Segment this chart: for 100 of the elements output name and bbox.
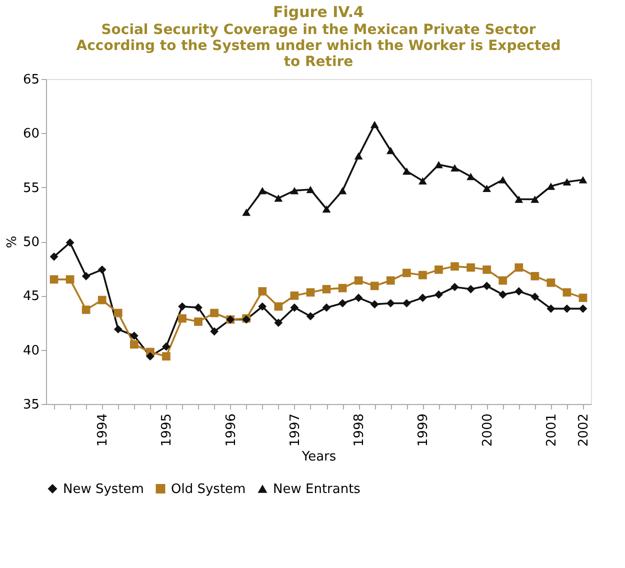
point — [50, 252, 58, 261]
point — [242, 208, 251, 216]
point — [450, 164, 459, 172]
point — [66, 238, 74, 247]
x-tick-label: 2001 — [544, 414, 560, 447]
point — [322, 303, 331, 312]
x-tick-label: 1994 — [96, 414, 111, 447]
point — [546, 278, 556, 287]
chart-subtitle: Social Security Coverage in the Mexican Private Sector According to the System under which the Worker is Expected to Retire — [76, 22, 561, 70]
point — [178, 302, 186, 311]
y-tick-label: 55 — [22, 180, 40, 196]
point — [114, 308, 122, 318]
point — [418, 294, 427, 302]
point — [194, 303, 202, 312]
point — [514, 263, 524, 272]
legend-label: New System — [63, 482, 144, 497]
point — [578, 176, 588, 184]
x-tick-label: 1997 — [288, 414, 303, 447]
x-tick-label: 1995 — [160, 414, 175, 447]
point — [450, 282, 459, 292]
chart-title: Figure IV.4 — [273, 3, 364, 21]
point — [578, 294, 588, 302]
x-tick-label: 1998 — [352, 414, 368, 447]
point — [482, 265, 491, 274]
point — [306, 186, 315, 194]
point — [402, 167, 411, 175]
point — [546, 304, 556, 313]
point — [338, 299, 347, 308]
point — [562, 178, 572, 186]
point — [354, 294, 363, 302]
x-tick-label: 1999 — [416, 414, 432, 447]
legend-label: Old System — [171, 482, 246, 497]
point — [498, 276, 508, 285]
x-tick-label: 2000 — [480, 414, 496, 447]
point — [114, 325, 122, 334]
point — [498, 290, 508, 299]
y-tick-label: 50 — [22, 235, 40, 250]
point — [434, 265, 443, 274]
point — [210, 327, 218, 336]
y-tick-label: 60 — [22, 126, 40, 142]
point — [466, 284, 475, 294]
point — [210, 308, 218, 318]
point — [178, 314, 186, 323]
point — [130, 340, 138, 349]
point — [258, 186, 267, 194]
point — [562, 288, 572, 297]
point — [290, 186, 299, 194]
point — [50, 275, 58, 284]
point — [450, 262, 459, 271]
y-tick-label: 40 — [22, 343, 40, 358]
point — [290, 291, 299, 300]
point — [466, 263, 475, 272]
point — [530, 292, 540, 301]
point — [386, 299, 395, 308]
point — [162, 352, 170, 361]
point — [530, 272, 540, 280]
point — [66, 275, 74, 284]
point — [82, 272, 90, 280]
point — [338, 284, 347, 292]
x-tick-label: 1996 — [224, 414, 239, 447]
point — [514, 287, 524, 296]
point — [338, 186, 347, 194]
point — [258, 287, 267, 296]
point — [370, 120, 379, 128]
point — [386, 276, 395, 285]
point — [402, 299, 411, 308]
point — [370, 282, 379, 290]
point — [274, 302, 283, 311]
point — [482, 184, 491, 192]
y-axis-title: % — [4, 236, 20, 248]
point — [354, 152, 363, 160]
point — [578, 304, 588, 313]
point — [162, 342, 170, 351]
point — [530, 196, 540, 203]
x-axis-title: Years — [300, 450, 336, 465]
x-tick-label: 2002 — [576, 414, 592, 447]
point — [146, 352, 154, 361]
point — [274, 318, 283, 327]
point — [194, 317, 202, 326]
y-tick-label: 45 — [22, 289, 40, 304]
point — [418, 177, 427, 184]
point — [322, 284, 331, 294]
point — [546, 182, 556, 190]
point — [466, 172, 475, 180]
point — [498, 176, 508, 184]
y-tick-label: 65 — [22, 72, 40, 88]
point — [418, 270, 427, 280]
point — [306, 288, 315, 297]
point — [98, 265, 106, 274]
point — [354, 276, 363, 285]
y-tick-label: 35 — [22, 398, 40, 412]
point — [290, 303, 299, 312]
point — [82, 306, 90, 314]
point — [514, 196, 524, 203]
point — [322, 205, 331, 213]
point — [274, 194, 283, 202]
point — [258, 302, 267, 311]
point — [482, 282, 491, 290]
point — [370, 300, 379, 309]
point — [402, 268, 411, 278]
